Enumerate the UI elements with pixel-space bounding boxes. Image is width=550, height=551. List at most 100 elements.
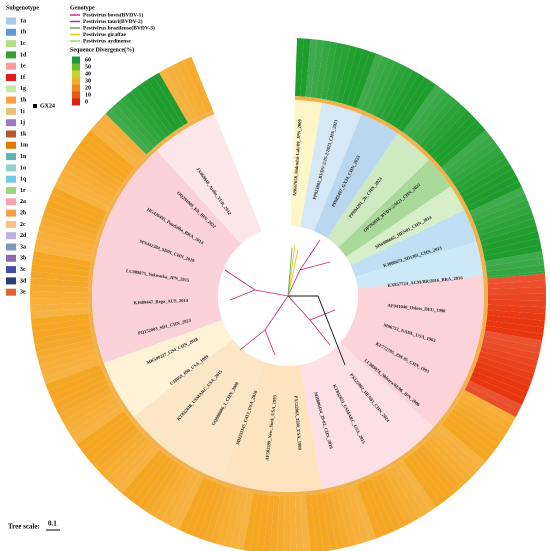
heatmap-cell <box>466 180 522 212</box>
heatmap-cell <box>434 120 482 164</box>
heatmap-cell <box>434 428 482 472</box>
heatmap-cell <box>31 257 91 272</box>
heatmap-cell <box>136 83 175 135</box>
heatmap-cell <box>346 49 370 107</box>
colorbar-cell <box>72 63 80 71</box>
heatmap-cell <box>70 151 123 189</box>
heatmap-cell <box>120 95 163 144</box>
heatmap-cell <box>456 157 510 193</box>
heatmap-cell <box>132 455 172 507</box>
heatmap-cell <box>480 224 538 246</box>
heatmap-cell <box>39 349 97 372</box>
heatmap-cell <box>450 407 502 446</box>
heatmap-cell <box>315 493 331 551</box>
heatmap-cell <box>35 237 94 257</box>
legend-label: 1k <box>20 131 27 137</box>
heatmap-cell <box>57 174 112 207</box>
legend-label: 3b <box>20 256 27 262</box>
colorbar-tick: 10 <box>85 92 91 98</box>
leaf-label: KJ689447_Bega_AUS_2014 <box>133 298 188 306</box>
tree-branch-giraffae <box>287 244 299 297</box>
heatmap-cell <box>229 490 249 549</box>
heatmap-cell <box>370 61 402 117</box>
colorbar-tick: 40 <box>85 71 91 77</box>
tree-scale-label: Tree scale: <box>8 523 40 531</box>
heatmap-cell <box>471 193 528 222</box>
legend-swatch <box>6 198 16 206</box>
heatmap-cell <box>289 495 297 551</box>
clade-band <box>103 319 233 417</box>
heatmap-cell <box>249 493 264 551</box>
heatmap-cell <box>477 212 535 236</box>
leaf-label: AF041040_Osloss_DEU_1990 <box>387 303 446 314</box>
heatmap-cell <box>44 205 101 231</box>
heatmap-cell <box>423 439 468 487</box>
heatmap-cell <box>30 313 90 326</box>
legend-swatch <box>6 153 16 161</box>
heatmap-cell <box>32 251 92 267</box>
heatmap-cell <box>398 459 436 512</box>
heatmap-cell <box>51 186 107 217</box>
heatmap-cell <box>81 135 132 176</box>
heatmap-cell <box>294 495 304 551</box>
legend-swatch <box>6 17 16 25</box>
tree-branch-brazilense <box>287 247 293 297</box>
heatmap-cell <box>155 467 190 521</box>
heatmap-cell <box>464 174 519 207</box>
colorbar-tick: 60 <box>85 57 91 63</box>
heatmap-cell <box>185 479 214 536</box>
heatmap-cell <box>294 38 304 97</box>
heatmap-cell <box>43 359 101 385</box>
heatmap-cell <box>482 237 541 257</box>
legend-label: 1m <box>20 143 28 149</box>
heatmap-cell <box>216 488 238 546</box>
heatmap-cell <box>263 495 275 551</box>
heatmap-cell <box>483 244 543 262</box>
heatmap-cell <box>59 388 114 422</box>
heatmap-cell <box>32 323 91 339</box>
heatmap-cell <box>437 125 486 168</box>
heatmap-cell <box>305 38 318 98</box>
heatmap-cell <box>86 130 135 172</box>
clade-band <box>290 100 323 228</box>
heatmap-cell <box>149 464 185 518</box>
legend-swatch <box>6 28 16 36</box>
leaf-label: PX122063_3590_USA_1989 <box>293 396 302 451</box>
legend-swatch <box>6 254 16 262</box>
legend-label: 3d <box>20 278 27 284</box>
tree-branch-long <box>288 295 346 366</box>
legend-label: Pestivirus giraffae <box>83 32 126 38</box>
heatmap-cell <box>398 80 436 133</box>
legend-label: 1g <box>20 86 26 92</box>
heatmap-cell <box>361 55 389 112</box>
heatmap-cell <box>393 462 431 515</box>
heatmap-cell <box>426 110 473 156</box>
heatmap-cell <box>99 115 146 160</box>
legend-swatch <box>6 175 16 183</box>
clade-band <box>350 210 477 277</box>
heatmap-cell <box>77 140 129 180</box>
heatmap-cell <box>444 416 495 457</box>
heatmap-cell <box>326 491 344 550</box>
clade-band <box>340 275 484 428</box>
legend-label: 1a <box>20 18 26 24</box>
heatmap-cell <box>475 205 532 231</box>
heatmap-cell <box>56 383 111 416</box>
heatmap-cell <box>34 334 93 352</box>
heatmap-cell <box>487 309 546 321</box>
heatmap-cell <box>270 495 280 551</box>
legend-label: 2c <box>20 222 26 228</box>
heatmap-cell <box>415 446 458 496</box>
heatmap-cell <box>310 39 324 98</box>
heatmap-cell <box>102 434 148 481</box>
heatmap-cell <box>36 339 94 359</box>
heatmap-cell <box>88 423 138 466</box>
heatmap-cell <box>153 72 188 126</box>
heatmap-cell <box>356 482 383 539</box>
heatmap-cell <box>351 483 377 541</box>
heatmap-cell <box>393 77 431 130</box>
heatmap-cell <box>130 87 171 138</box>
legend-swatch <box>6 74 16 81</box>
heatmap-cell <box>191 481 218 538</box>
heatmap-cell <box>487 299 546 308</box>
